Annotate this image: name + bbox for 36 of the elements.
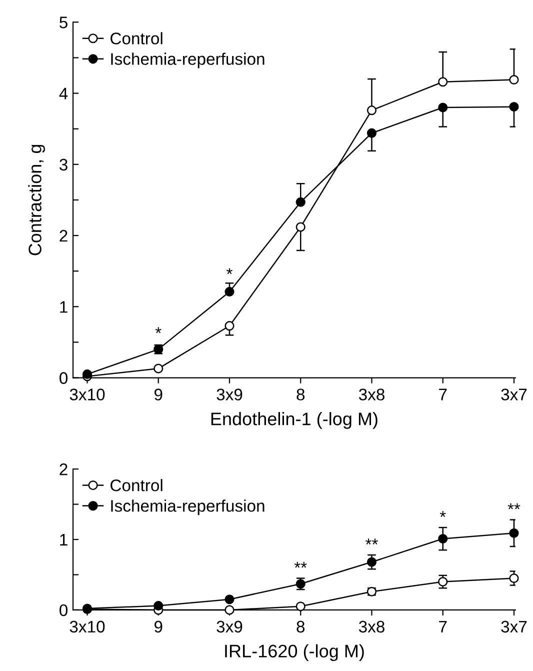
y-tick-label: 2 [60,230,68,242]
x-tick-label: 8 [296,388,305,400]
x-axis-title: Endothelin-1 (-log M) [211,412,378,429]
x-tick-label: 7 [439,620,447,632]
x-tick-label: 9 [154,388,162,400]
y-tick-label: 1 [60,534,68,546]
annotation: ** [508,503,520,510]
y-tick-label: 0 [60,372,68,384]
annotation: * [155,327,162,334]
x-tick-label: 9 [154,620,162,633]
x-tick-label: 3x7 [501,388,527,400]
x-tick-label: 7 [439,388,447,400]
legend-label: Ischemia-reperfusion [111,500,264,516]
x-tick-label: 3x9 [216,620,242,633]
y-tick-label: 1 [60,301,68,313]
y-tick-label: 3 [60,158,68,171]
x-tick-label: 3x9 [216,388,242,400]
y-tick-label: 2 [60,463,68,476]
legend-label: Ischemia-reperfusion [111,52,264,68]
x-tick-label: 3x10 [70,388,105,400]
x-axis-title: IRL-1620 (-log M) [225,644,364,662]
x-tick-label: 8 [296,620,305,633]
y-tick-label: 5 [60,16,68,28]
y-tick-label: 0 [60,604,68,616]
y-tick-label: 4 [59,88,68,100]
annotation: ** [366,538,378,544]
annotation: ** [294,562,307,568]
x-tick-label: 3x10 [70,620,105,633]
annotation: * [440,511,446,518]
legend-label: Control [110,479,162,492]
x-tick-label: 3x8 [358,620,384,633]
x-tick-label: 3x7 [501,620,527,633]
annotation: * [226,268,232,274]
legend-label: Control [110,32,162,44]
y-axis-title: Contraction, g [28,144,46,256]
x-tick-label: 3x8 [358,388,384,400]
